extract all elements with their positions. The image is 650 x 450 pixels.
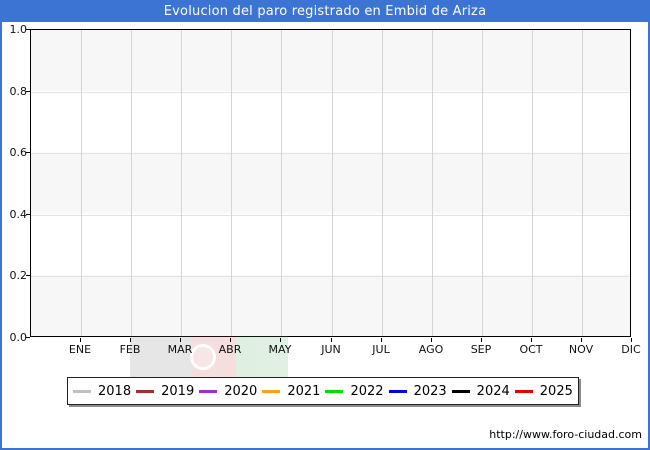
x-tick-label: MAY [268,343,292,356]
x-tick-label: JUN [321,343,341,356]
v-gridline [432,30,433,336]
legend-color-dash [325,389,344,393]
x-tick-label: NOV [568,343,594,356]
legend-year-label: 2018 [98,383,132,399]
h-gridline [31,92,630,93]
legend-item: 2021 [262,385,320,398]
v-gridline [81,30,82,336]
h-gridline [31,276,630,277]
legend-year-label: 2023 [413,383,447,399]
x-tick-label: SEP [470,343,492,356]
y-tick-mark [26,29,30,30]
y-tick-mark [26,152,30,153]
v-gridline [482,30,483,336]
y-tick-mark [26,91,30,92]
v-gridline [582,30,583,336]
x-tick-label: ENE [68,343,92,356]
legend: 2018 2019 2020 2021 2022 2023 2024 2025 [67,377,579,405]
legend-year-label: 2019 [161,383,195,399]
legend-color-dash [514,389,533,393]
chart-title: Evolucion del paro registrado en Embid d… [2,2,648,22]
y-tick-label: 0.0 [9,331,28,344]
x-tick-label: DIC [621,343,641,356]
y-tick-label: 0.6 [9,146,28,159]
x-tick-label: AGO [418,343,444,356]
y-tick-label: 0.2 [9,269,28,282]
legend-year-label: 2025 [539,383,573,399]
y-tick-label: 0.8 [9,85,28,98]
x-tick-mark [80,338,81,342]
legend-color-dash [73,389,92,393]
legend-color-dash [262,389,281,393]
legend-item: 2018 [73,385,131,398]
legend-item: 2024 [451,383,510,399]
x-tick-mark [431,338,432,342]
legend-color-dash [388,389,407,393]
x-tick-mark [230,338,231,342]
legend-color-dash [136,389,155,393]
y-tick-mark [26,337,30,338]
h-gridline [31,215,630,216]
legend-item: 2022 [325,383,384,399]
v-gridline [181,30,182,336]
y-tick-mark [26,275,30,276]
v-gridline [131,30,132,336]
v-gridline [382,30,383,336]
legend-item: 2023 [388,383,447,399]
legend-year-label: 2024 [476,383,510,399]
x-tick-label: ABR [218,343,242,356]
website-url: http://www.foro-ciudad.com [489,428,642,441]
x-tick-mark [631,338,632,342]
x-tick-mark [531,338,532,342]
legend-item: 2020 [199,385,257,398]
legend-year-label: 2021 [287,383,321,399]
legend-year-label: 2022 [350,383,384,399]
v-gridline [532,30,533,336]
y-tick-label: 1.0 [9,23,28,36]
legend-item: 2025 [514,383,573,399]
v-gridline [281,30,282,336]
x-tick-mark [180,338,181,342]
x-tick-mark [331,338,332,342]
y-tick-label: 0.4 [9,208,28,221]
x-tick-label: OCT [519,343,543,356]
v-gridline [231,30,232,336]
y-tick-mark [26,214,30,215]
x-tick-mark [130,338,131,342]
x-tick-mark [381,338,382,342]
x-tick-label: FEB [119,343,141,356]
legend-color-dash [451,389,470,393]
legend-item: 2019 [136,385,194,398]
plot-area [30,29,631,337]
x-tick-mark [280,338,281,342]
x-tick-mark [581,338,582,342]
v-gridline [332,30,333,336]
x-tick-label: JUL [372,343,390,356]
legend-color-dash [199,389,218,393]
legend-year-label: 2020 [224,383,258,399]
x-tick-label: MAR [167,343,193,356]
h-gridline [31,153,630,154]
x-tick-mark [481,338,482,342]
